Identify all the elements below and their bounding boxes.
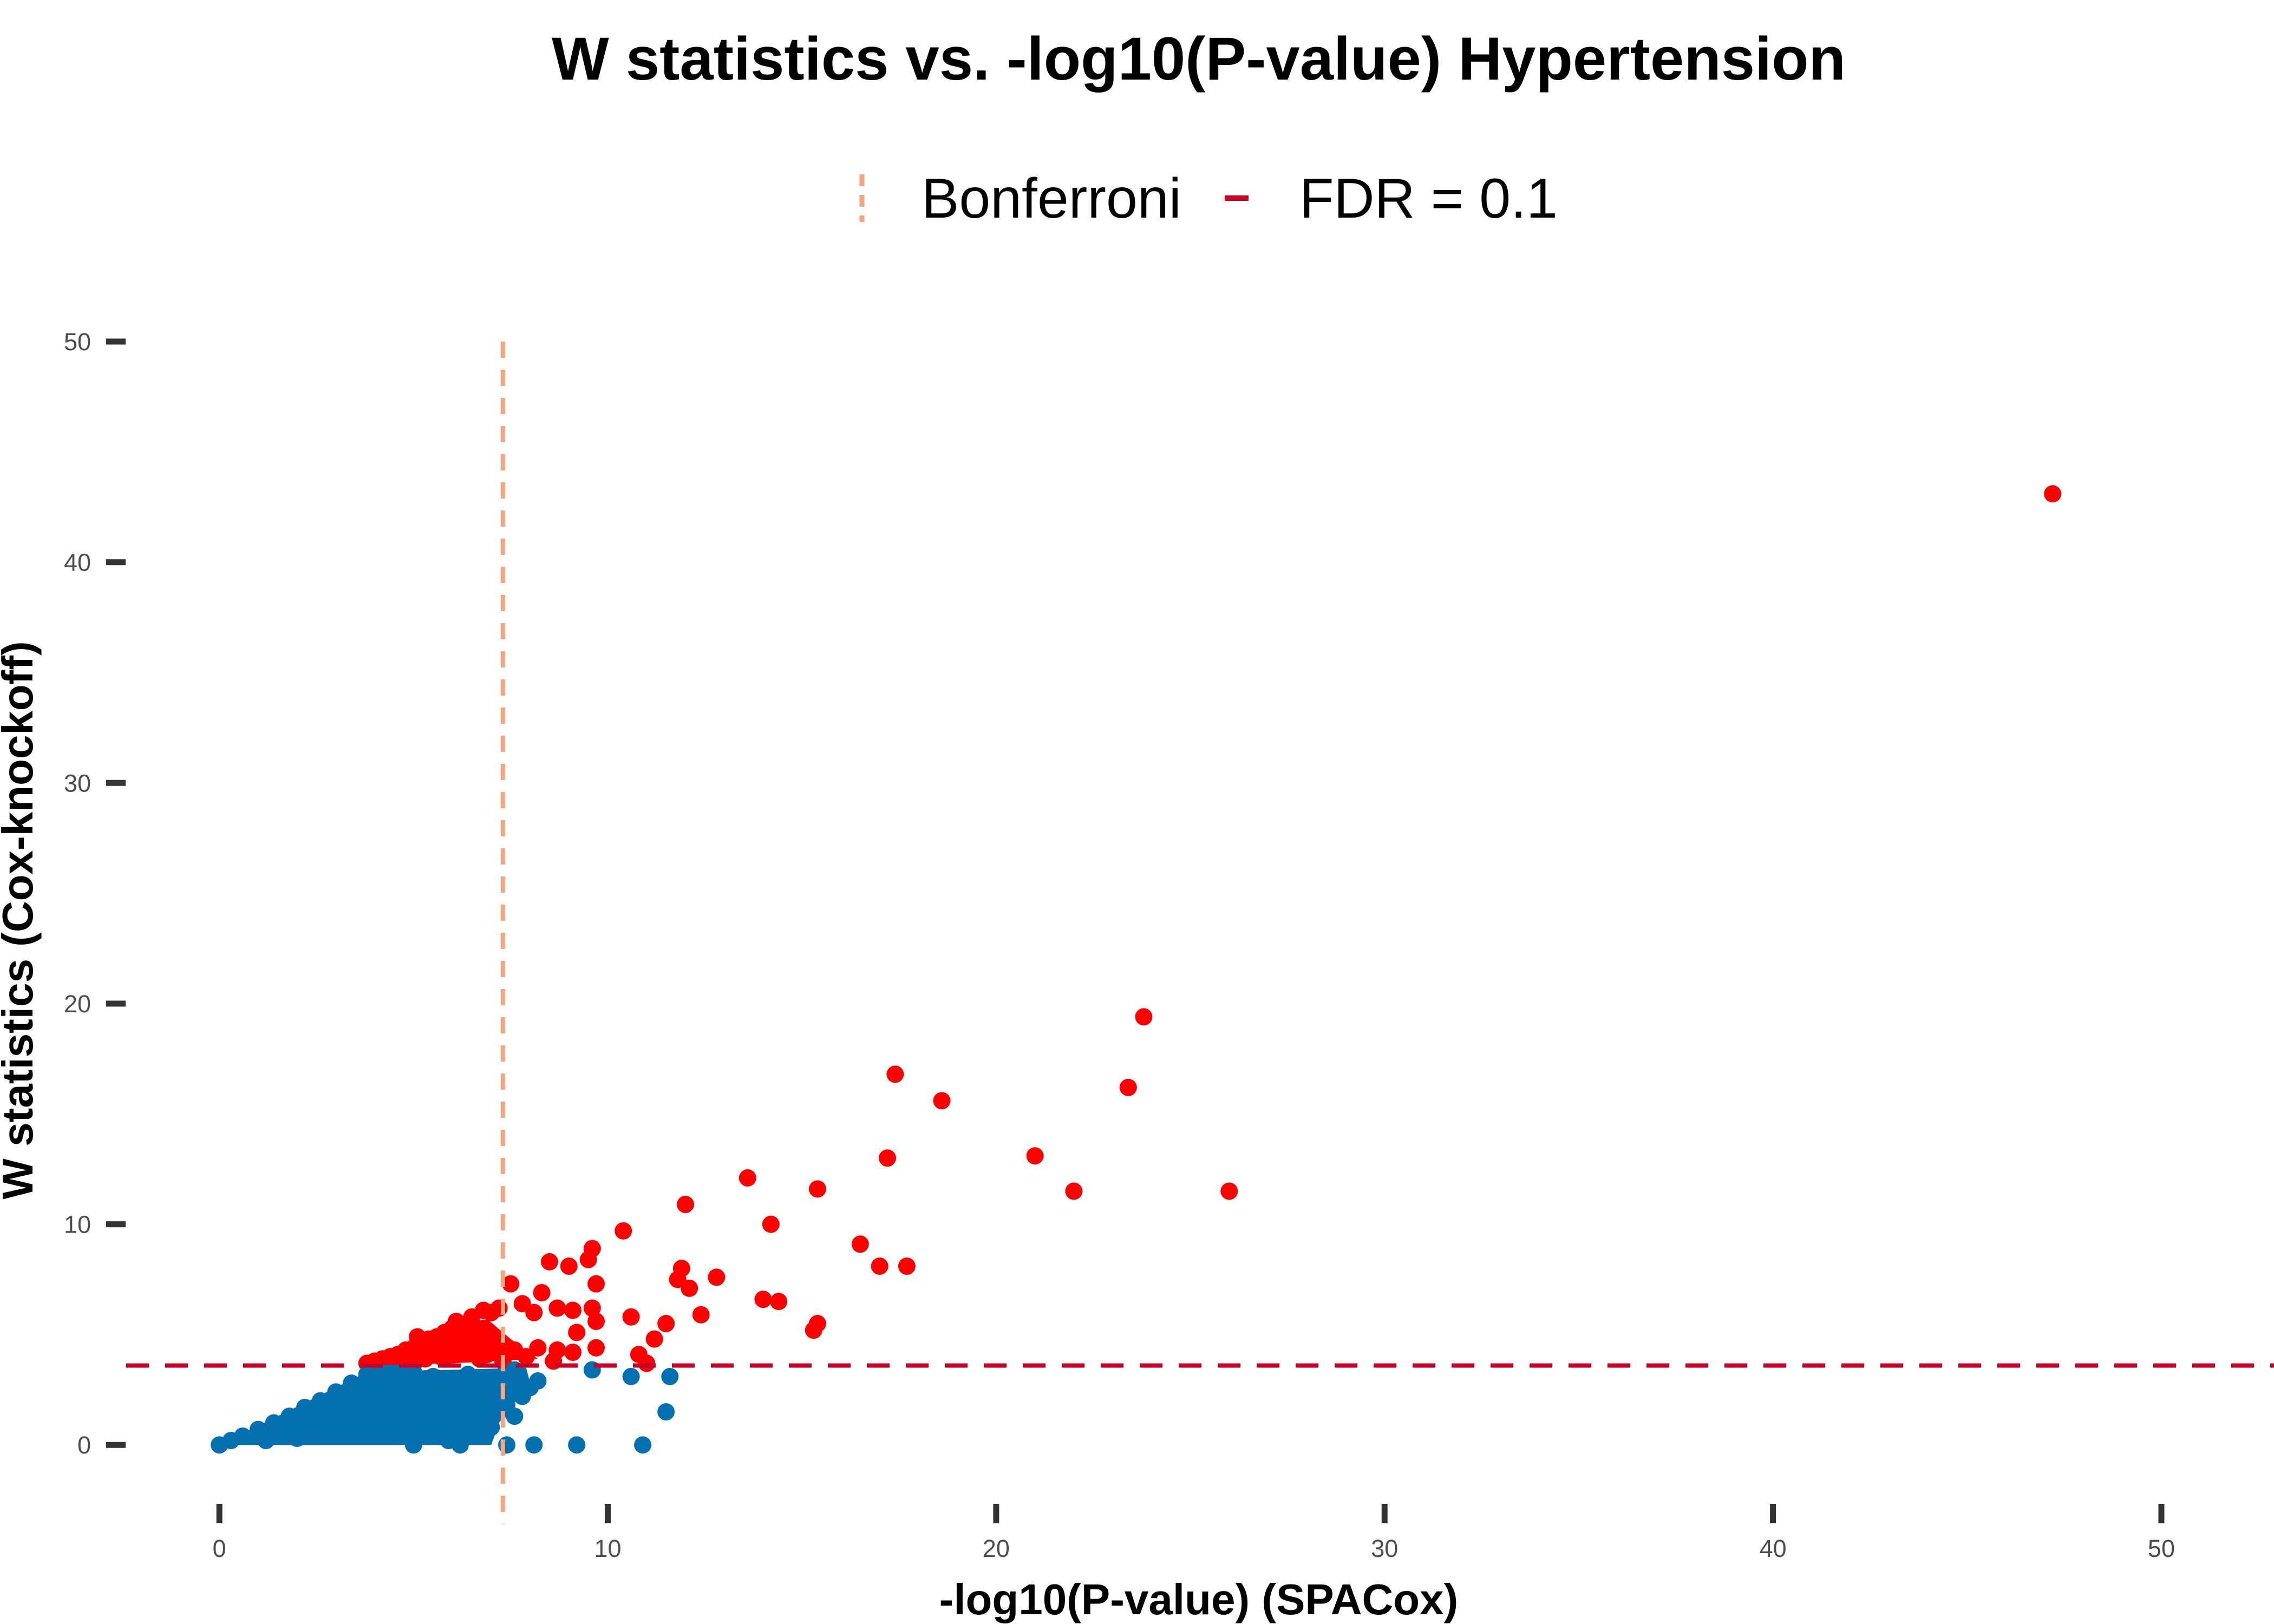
point-nonsignificant xyxy=(498,1436,516,1454)
point-significant xyxy=(548,1299,566,1317)
point-significant xyxy=(808,1180,826,1198)
chart-title: W statistics vs. -log10(P-value) Hyperte… xyxy=(552,25,1846,93)
y-tick-label: 0 xyxy=(77,1431,91,1459)
point-significant xyxy=(533,1284,551,1301)
x-tick-label: 30 xyxy=(1371,1535,1398,1562)
point-significant xyxy=(762,1215,780,1233)
point-significant xyxy=(1026,1147,1044,1165)
x-tick-label: 50 xyxy=(2148,1535,2175,1562)
x-axis-title: -log10(P-value) (SPACox) xyxy=(939,1575,1459,1623)
point-significant xyxy=(564,1301,581,1319)
point-significant xyxy=(933,1092,951,1110)
data-points xyxy=(211,485,2062,1454)
point-significant xyxy=(568,1324,586,1341)
point-significant xyxy=(692,1306,710,1324)
point-significant xyxy=(1119,1078,1137,1096)
point-cloud-significant xyxy=(363,1319,538,1366)
point-significant xyxy=(587,1339,605,1357)
point-significant xyxy=(805,1321,822,1339)
y-tick-label: 10 xyxy=(64,1211,91,1239)
reference-lines xyxy=(126,342,2274,1524)
point-significant xyxy=(754,1291,772,1308)
point-significant xyxy=(502,1275,520,1293)
point-significant xyxy=(622,1308,640,1326)
point-significant xyxy=(560,1258,578,1275)
point-nonsignificant xyxy=(506,1407,524,1425)
point-nonsignificant xyxy=(568,1436,586,1454)
point-significant xyxy=(587,1275,605,1293)
point-significant xyxy=(681,1279,698,1297)
point-significant xyxy=(564,1344,581,1361)
point-nonsignificant xyxy=(622,1367,640,1385)
point-nonsignificant xyxy=(634,1436,652,1454)
point-significant xyxy=(540,1253,558,1271)
point-significant xyxy=(879,1149,897,1167)
x-tick-label: 20 xyxy=(983,1535,1010,1562)
point-significant xyxy=(676,1195,694,1213)
point-significant xyxy=(886,1065,904,1083)
x-tick-label: 40 xyxy=(1760,1535,1787,1562)
point-significant xyxy=(583,1299,601,1317)
y-tick-label: 20 xyxy=(64,990,91,1018)
point-significant xyxy=(739,1169,756,1187)
y-tick-label: 50 xyxy=(64,328,91,356)
y-tick-label: 30 xyxy=(64,769,91,797)
point-significant xyxy=(770,1293,788,1311)
point-significant xyxy=(1135,1008,1153,1026)
y-axis-title: W statistics (Cox-knockoff) xyxy=(0,641,42,1199)
point-significant xyxy=(1065,1182,1083,1200)
point-significant xyxy=(579,1250,597,1268)
x-tick-label: 0 xyxy=(213,1535,226,1562)
x-tick-label: 10 xyxy=(594,1535,621,1562)
legend-bonferroni-label: Bonferroni xyxy=(922,167,1181,230)
point-nonsignificant xyxy=(657,1403,675,1421)
point-significant xyxy=(708,1268,726,1286)
y-axis: 0 10 20 30 40 50 xyxy=(64,328,126,1459)
point-nonsignificant xyxy=(661,1367,679,1385)
point-nonsignificant xyxy=(529,1372,547,1390)
x-axis: 0 10 20 30 40 50 xyxy=(213,1504,2175,1562)
point-significant xyxy=(645,1330,663,1348)
point-significant xyxy=(615,1222,632,1240)
point-significant xyxy=(2044,485,2062,503)
y-tick-label: 40 xyxy=(64,549,91,577)
point-significant xyxy=(638,1354,656,1372)
point-significant xyxy=(871,1258,888,1275)
point-significant xyxy=(657,1315,675,1333)
point-significant xyxy=(587,1312,605,1330)
legend-fdr-label: FDR = 0.1 xyxy=(1299,167,1558,230)
point-nonsignificant xyxy=(525,1436,543,1454)
point-cloud-nonsignificant xyxy=(219,1367,531,1445)
point-significant xyxy=(525,1304,543,1321)
legend: Bonferroni FDR = 0.1 xyxy=(859,167,1558,230)
point-significant xyxy=(1220,1182,1238,1200)
point-significant xyxy=(898,1258,916,1275)
point-significant xyxy=(851,1235,869,1253)
